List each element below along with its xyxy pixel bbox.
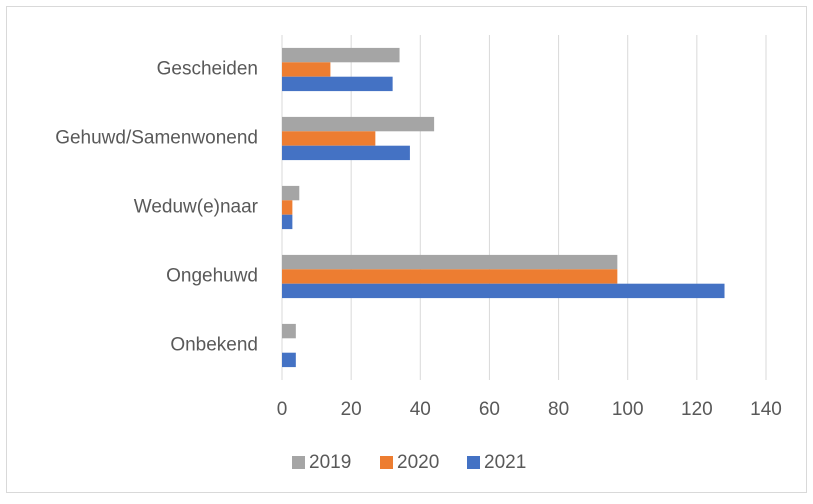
y-tick-label: Ongehuwd: [166, 266, 258, 287]
x-tick-label: 120: [681, 399, 713, 420]
x-tick-label: 80: [548, 399, 569, 420]
bar: [282, 62, 331, 77]
y-tick-label: Onbekend: [170, 335, 258, 356]
chart-border: [6, 6, 807, 493]
legend-swatch: [467, 456, 480, 469]
bar: [282, 214, 293, 230]
bar: [282, 254, 618, 270]
legend-label: 2021: [484, 452, 526, 473]
bar: [282, 323, 296, 339]
bar: [282, 283, 725, 299]
x-tick-label: 140: [750, 399, 782, 420]
y-tick-label: Gehuwd/Samenwonend: [55, 128, 258, 149]
bar: [282, 145, 410, 161]
y-tick-label: Weduw(e)naar: [134, 197, 259, 218]
x-tick-label: 0: [277, 399, 288, 420]
x-tick-label: 20: [341, 399, 362, 420]
bar: [282, 352, 296, 368]
bar: [282, 185, 300, 201]
x-tick-label: 40: [410, 399, 431, 420]
legend-swatch: [380, 456, 393, 469]
bar: [282, 47, 400, 63]
bar: [282, 269, 618, 284]
x-tick-label: 60: [479, 399, 500, 420]
legend-swatch: [292, 456, 305, 469]
legend-label: 2019: [309, 452, 351, 473]
bar: [282, 116, 435, 132]
legend-label: 2020: [397, 452, 439, 473]
bar: [282, 131, 376, 146]
bar: [282, 200, 293, 215]
x-tick-label: 100: [612, 399, 644, 420]
y-tick-label: Gescheiden: [157, 59, 258, 80]
bar: [282, 76, 393, 92]
